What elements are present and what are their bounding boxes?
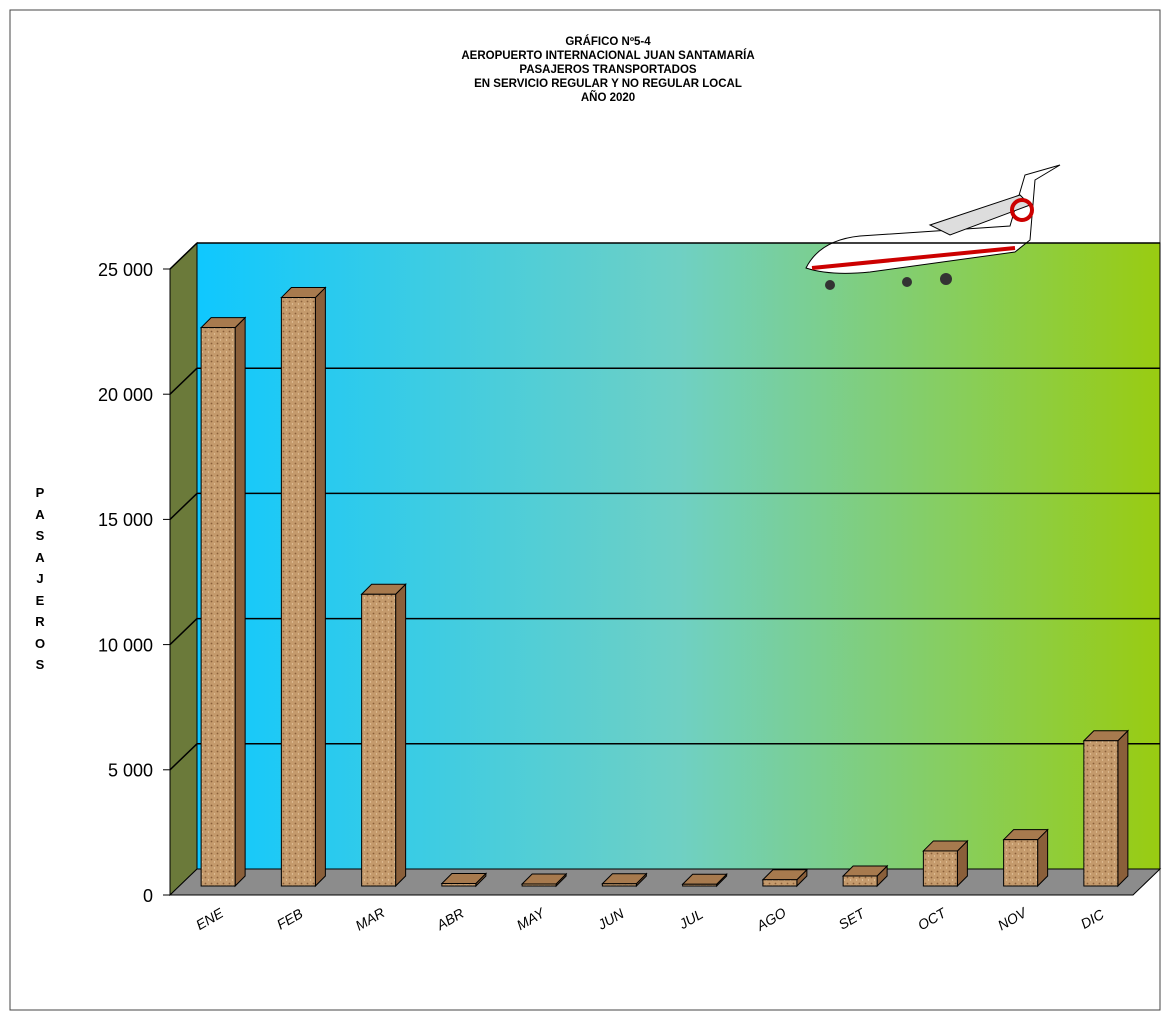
x-tick-label: AGO (753, 904, 789, 934)
bar-front (1083, 740, 1119, 887)
bar (520, 872, 568, 888)
grid-line (169, 618, 198, 646)
x-tick-label: MAR (352, 904, 387, 933)
chart-title: GRÁFICO Nº5-4 (565, 35, 651, 48)
bar (681, 873, 728, 888)
bar-side (395, 583, 407, 888)
chart-title: PASAJEROS TRANSPORTADOS (519, 64, 697, 76)
bar-front (682, 883, 718, 887)
grid-line (169, 242, 198, 270)
chart-title: AÑO 2020 (581, 91, 635, 104)
side-wall (169, 241, 198, 897)
bar-front (441, 882, 477, 887)
x-tick-label: ENE (193, 904, 227, 933)
airplane (805, 164, 1061, 290)
bar (922, 839, 969, 888)
y-axis-label: PASAJEROS (34, 485, 46, 672)
x-tick-label: FEB (274, 905, 306, 932)
bar-front (361, 593, 397, 887)
x-tick-label: JUL (675, 906, 705, 933)
bar (1082, 729, 1130, 888)
y-tick-label: 20 000 (98, 385, 153, 405)
y-tick-label: 25 000 (98, 260, 153, 280)
x-tick-label: DIC (1078, 905, 1108, 931)
bar (601, 872, 648, 888)
bar-front (922, 850, 958, 887)
bar (199, 316, 247, 888)
y-tick-label: 5 000 (108, 761, 153, 781)
bar (440, 872, 488, 888)
y-tick-label: 10 000 (98, 635, 153, 655)
bar-front (762, 879, 798, 887)
x-tick-label: OCT (915, 904, 950, 933)
bar-front (200, 327, 236, 887)
bar-front (601, 883, 637, 887)
bar-front (1003, 839, 1039, 887)
bar-front (280, 297, 316, 887)
bar (761, 868, 809, 888)
chart-title: AEROPUERTO INTERNACIONAL JUAN SANTAMARÍA (461, 49, 754, 62)
bar-side (234, 316, 246, 888)
bar (1002, 828, 1049, 888)
x-tick-label: ABR (433, 905, 467, 934)
bar (841, 864, 889, 888)
bar-front (842, 875, 878, 887)
back-wall (196, 242, 1161, 870)
grid-line (169, 743, 198, 771)
y-tick-label: 15 000 (98, 510, 153, 530)
y-tick-label: 0 (143, 886, 153, 906)
bar-side (314, 286, 326, 888)
grid-line (169, 367, 198, 395)
bar (280, 286, 327, 888)
x-tick-label: JUN (594, 905, 627, 933)
x-tick-label: NOV (995, 904, 1031, 934)
x-tick-label: MAY (514, 904, 549, 933)
bar-side (1117, 729, 1129, 888)
bar (360, 583, 407, 888)
chart-title: EN SERVICIO REGULAR Y NO REGULAR LOCAL (474, 78, 742, 90)
bar-front (521, 883, 557, 887)
grid-line (169, 492, 198, 520)
x-tick-label: SET (836, 904, 869, 932)
